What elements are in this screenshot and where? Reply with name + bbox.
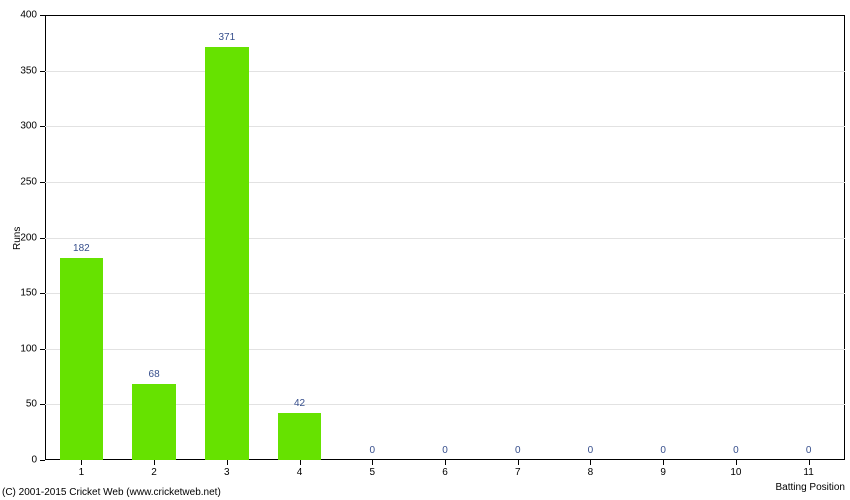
bar-value-label: 0	[442, 445, 448, 456]
x-tick-label: 2	[151, 467, 157, 478]
x-tick	[372, 460, 373, 465]
y-tick-label: 250	[0, 176, 37, 187]
x-tick-label: 4	[297, 467, 303, 478]
x-tick-label: 10	[730, 467, 741, 478]
y-tick	[40, 460, 45, 461]
x-tick	[154, 460, 155, 465]
credit-text: (C) 2001-2015 Cricket Web (www.cricketwe…	[2, 487, 221, 498]
y-tick-label: 350	[0, 65, 37, 76]
x-tick-label: 6	[442, 467, 448, 478]
bar-value-label: 0	[515, 445, 521, 456]
y-tick-label: 50	[0, 399, 37, 410]
x-tick-label: 11	[803, 467, 813, 478]
gridline	[45, 293, 845, 294]
x-tick	[445, 460, 446, 465]
x-tick	[300, 460, 301, 465]
y-tick	[40, 71, 45, 72]
x-tick	[809, 460, 810, 465]
chart-container: Runs Batting Position (C) 2001-2015 Cric…	[0, 0, 850, 500]
y-tick	[40, 349, 45, 350]
x-tick-label: 7	[515, 467, 521, 478]
x-tick-label: 8	[588, 467, 594, 478]
y-tick	[40, 404, 45, 405]
gridline	[45, 349, 845, 350]
bar-value-label: 0	[588, 445, 594, 456]
x-axis-label: Batting Position	[776, 482, 846, 493]
y-tick-label: 0	[0, 455, 37, 466]
x-tick	[736, 460, 737, 465]
y-tick-label: 100	[0, 343, 37, 354]
gridline	[45, 238, 845, 239]
x-tick-label: 9	[660, 467, 666, 478]
x-tick-label: 5	[369, 467, 375, 478]
bar-value-label: 0	[369, 445, 375, 456]
bar-value-label: 182	[73, 243, 90, 254]
y-tick	[40, 182, 45, 183]
y-tick	[40, 15, 45, 16]
plot-area	[45, 15, 845, 460]
bar-value-label: 0	[660, 445, 666, 456]
bar-value-label: 68	[149, 369, 160, 380]
bar-value-label: 42	[294, 398, 305, 409]
y-tick	[40, 238, 45, 239]
y-tick	[40, 293, 45, 294]
y-tick-label: 150	[0, 288, 37, 299]
gridline	[45, 71, 845, 72]
bar	[278, 413, 322, 460]
x-tick	[518, 460, 519, 465]
x-tick	[590, 460, 591, 465]
bar	[60, 258, 104, 460]
y-tick-label: 200	[0, 232, 37, 243]
x-tick-label: 1	[79, 467, 85, 478]
x-tick	[227, 460, 228, 465]
y-tick-label: 300	[0, 121, 37, 132]
bar-value-label: 0	[733, 445, 739, 456]
bar	[205, 47, 249, 460]
x-tick	[81, 460, 82, 465]
gridline	[45, 182, 845, 183]
bar-value-label: 0	[806, 445, 812, 456]
x-tick-label: 3	[224, 467, 230, 478]
gridline	[45, 126, 845, 127]
x-tick	[663, 460, 664, 465]
bar	[132, 384, 176, 460]
bar-value-label: 371	[218, 32, 235, 43]
y-tick	[40, 126, 45, 127]
y-tick-label: 400	[0, 10, 37, 21]
